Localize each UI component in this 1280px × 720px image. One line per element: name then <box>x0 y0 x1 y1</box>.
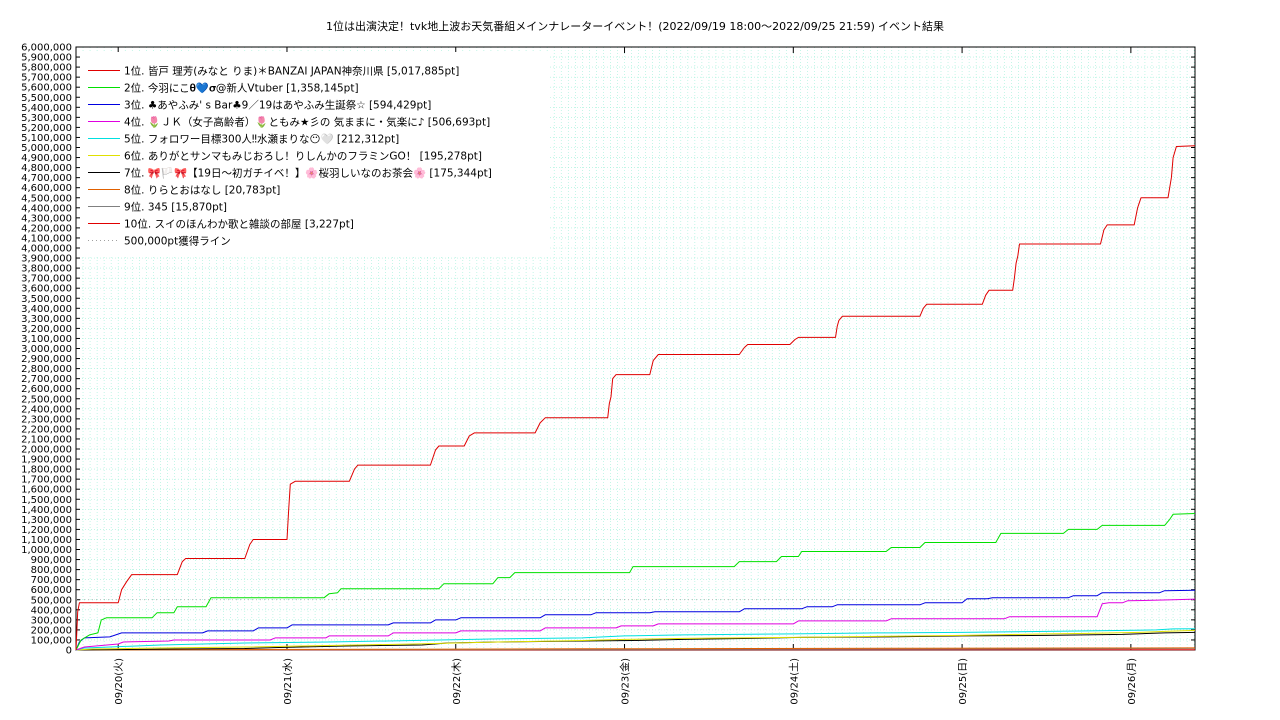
y-tick-label: 2,300,000 <box>21 414 72 425</box>
legend-entry: 5位. フォロワー目標300人‼水瀬まりな😶🤍 [212,312pt] <box>124 133 399 146</box>
legend-entry: 4位. 🌷ＪＫ（女子高齢者）🌷ともみ★彡の 気ままに・気楽に♪ [506,693… <box>124 116 490 129</box>
y-tick-label: 2,800,000 <box>21 364 72 375</box>
y-tick-label: 4,300,000 <box>21 213 72 224</box>
y-tick-label: 1,100,000 <box>21 535 72 546</box>
y-axis: 0100,000200,000300,000400,000500,000600,… <box>21 43 1195 657</box>
y-tick-label: 500,000 <box>31 595 72 606</box>
legend-entry: 3位. ♣あやふみ' s Bar♣9／19はあやふみ生誕祭☆ [594,429p… <box>124 99 431 112</box>
y-tick-label: 1,700,000 <box>21 475 72 486</box>
y-tick-label: 4,800,000 <box>21 163 72 174</box>
y-tick-label: 0 <box>66 646 72 657</box>
y-tick-label: 5,900,000 <box>21 53 72 64</box>
series-line-7 <box>75 631 1196 651</box>
x-tick-label: 09/24(土) <box>787 658 800 705</box>
x-tick-label: 09/26(月) <box>1126 658 1138 705</box>
y-tick-label: 1,000,000 <box>21 545 72 556</box>
legend-entry: 8位. りらとおはなし [20,783pt] <box>124 184 280 197</box>
y-tick-label: 1,400,000 <box>21 505 72 516</box>
y-tick-label: 1,800,000 <box>21 465 72 476</box>
chart-title: 1位は出演決定！tvk地上波お天気番組メインナレーターイベント！(2022/09… <box>326 19 875 33</box>
y-tick-label: 700,000 <box>31 575 72 586</box>
y-tick-label: 5,700,000 <box>21 73 72 84</box>
y-tick-label: 800,000 <box>31 565 72 576</box>
x-tick-label: 09/21(水) <box>282 658 294 705</box>
legend-entry: 1位. 皆戸 理芳(みなと りま)＊BANZAI JAPAN神奈川県 [5,01… <box>124 65 459 78</box>
y-tick-label: 5,000,000 <box>21 143 72 154</box>
y-tick-label: 4,500,000 <box>21 193 72 204</box>
y-tick-label: 3,400,000 <box>21 304 72 315</box>
y-tick-label: 3,800,000 <box>21 264 72 275</box>
series-line-6 <box>75 629 1196 651</box>
y-tick-label: 2,600,000 <box>21 384 72 395</box>
y-tick-label: 2,700,000 <box>21 374 72 385</box>
y-tick-label: 600,000 <box>31 585 72 596</box>
x-tick-label: 09/23(金) <box>619 658 632 705</box>
y-tick-label: 100,000 <box>31 635 72 646</box>
y-tick-label: 4,700,000 <box>21 173 72 184</box>
y-tick-label: 1,500,000 <box>21 495 72 506</box>
y-tick-label: 2,400,000 <box>21 404 72 415</box>
series-line-2 <box>75 513 1196 651</box>
y-tick-label: 3,100,000 <box>21 334 72 345</box>
y-tick-label: 3,600,000 <box>21 284 72 295</box>
y-tick-label: 2,200,000 <box>21 424 72 435</box>
y-tick-label: 5,300,000 <box>21 113 72 124</box>
y-tick-label: 2,100,000 <box>21 434 72 445</box>
y-tick-label: 1,900,000 <box>21 455 72 466</box>
y-tick-label: 300,000 <box>31 615 72 626</box>
y-tick-label: 3,900,000 <box>21 254 72 265</box>
x-tick-label: 09/22(木) <box>451 658 463 705</box>
y-tick-label: 1,300,000 <box>21 515 72 526</box>
y-tick-label: 5,400,000 <box>21 103 72 114</box>
series-line-8 <box>75 647 1196 651</box>
y-tick-label: 2,500,000 <box>21 394 72 405</box>
legend-entry: 9位. 345 [15,870pt] <box>124 201 227 214</box>
legend-entry: 500,000pt獲得ライン <box>124 235 231 248</box>
legend-entry: 6位. ありがとサンマもみじおろし！りしんかのフラミンGO！ [195,278p… <box>124 150 482 163</box>
y-tick-label: 1,600,000 <box>21 485 72 496</box>
y-tick-label: 4,000,000 <box>21 244 72 255</box>
y-tick-label: 4,400,000 <box>21 203 72 214</box>
y-tick-label: 2,000,000 <box>21 445 72 456</box>
y-tick-label: 4,100,000 <box>21 233 72 244</box>
y-tick-label: 3,200,000 <box>21 324 72 335</box>
y-tick-label: 900,000 <box>31 555 72 566</box>
y-tick-label: 5,200,000 <box>21 123 72 134</box>
y-tick-label: 200,000 <box>31 625 72 636</box>
legend-entry: 2位. 今羽にこ𝛉💙𝛔@新人Vtuber [1,358,145pt] <box>124 82 359 95</box>
legend-box <box>80 52 548 257</box>
series-line-3 <box>75 589 1196 651</box>
series-line-4 <box>75 598 1196 651</box>
y-tick-label: 4,200,000 <box>21 223 72 234</box>
y-tick-label: 1,200,000 <box>21 525 72 536</box>
y-tick-label: 2,900,000 <box>21 354 72 365</box>
series-line-5 <box>75 628 1196 651</box>
series-layer <box>75 145 1196 651</box>
y-tick-label: 5,100,000 <box>21 133 72 144</box>
y-tick-label: 3,500,000 <box>21 294 72 305</box>
chart-subtitle: イベント結果 <box>878 19 944 33</box>
x-tick-label: 09/20(火) <box>113 658 125 705</box>
y-tick-label: 5,800,000 <box>21 63 72 74</box>
y-tick-label: 3,300,000 <box>21 314 72 325</box>
y-tick-label: 5,600,000 <box>21 83 72 94</box>
legend-entry: 7位. 🎀🏳️🎀【19日〜初ガチイベ！】🌸桜羽しいなのお茶会🌸 [175,344… <box>124 167 492 180</box>
y-tick-label: 3,700,000 <box>21 274 72 285</box>
series-line-1 <box>75 145 1196 651</box>
legend: 1位. 皆戸 理芳(みなと りま)＊BANZAI JAPAN神奈川県 [5,01… <box>80 52 548 257</box>
y-tick-label: 5,500,000 <box>21 93 72 104</box>
y-tick-label: 4,900,000 <box>21 153 72 164</box>
y-tick-label: 3,000,000 <box>21 344 72 355</box>
y-tick-label: 400,000 <box>31 605 72 616</box>
x-tick-label: 09/25(日) <box>958 658 969 705</box>
y-tick-label: 4,600,000 <box>21 183 72 194</box>
legend-entry: 10位. スイのほんわか歌と雑談の部屋 [3,227pt] <box>124 218 354 231</box>
x-axis: 09/20(火) 09/21(水) 09/22(木) 09/23(金) 09/24(土)… <box>113 47 1138 705</box>
y-tick-label: 6,000,000 <box>21 43 72 54</box>
